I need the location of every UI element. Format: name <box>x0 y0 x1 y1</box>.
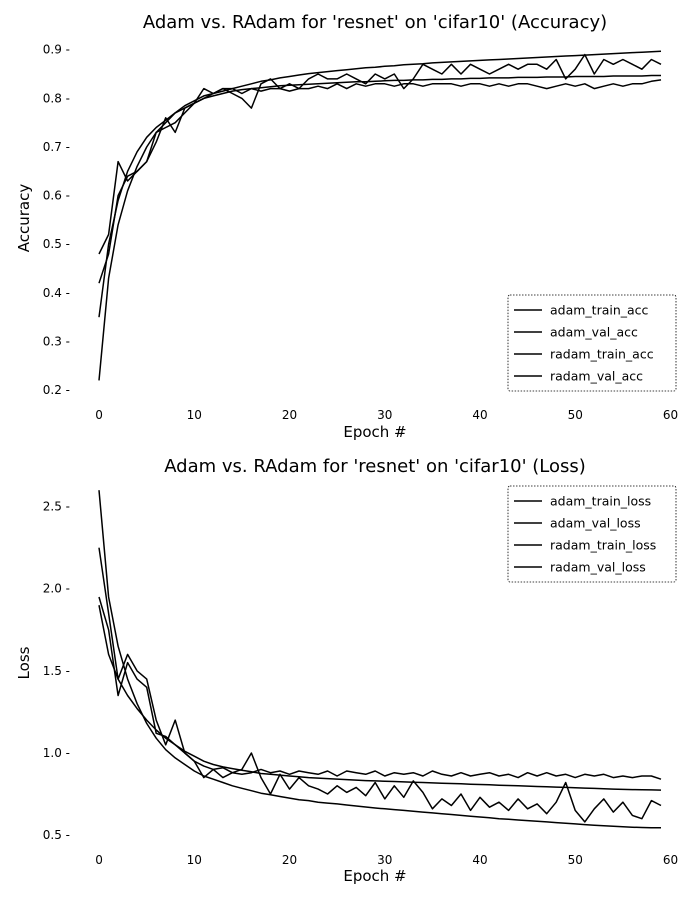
series-line-radam-val-loss <box>98 547 662 823</box>
legend-label: adam_val_acc <box>550 325 638 340</box>
accuracy-chart-lines <box>98 50 662 381</box>
legend-label: radam_train_loss <box>550 538 656 553</box>
series-line-radam-train-acc <box>98 50 662 381</box>
loss-chart: Adam vs. RAdam for 'resnet' on 'cifar10'… <box>15 456 678 885</box>
accuracy-chart: Adam vs. RAdam for 'resnet' on 'cifar10'… <box>15 12 678 441</box>
x-tick-label: 20 <box>282 408 297 422</box>
x-tick-label: 0 <box>95 853 103 867</box>
x-tick-label: 40 <box>472 408 487 422</box>
y-tick-label: 0.9 - <box>43 43 70 57</box>
x-tick-label: 30 <box>377 408 392 422</box>
x-tick-label: 10 <box>187 853 202 867</box>
x-tick-label: 50 <box>568 853 583 867</box>
loss-chart-lines <box>98 490 662 829</box>
y-tick-label: 0.7 - <box>43 140 70 154</box>
x-tick-label: 30 <box>377 853 392 867</box>
accuracy-chart-ticks: 0 10 20 30 40 50 60 0.2 - 0.3 - 0.4 - 0.5 - 0.6 - 0.… <box>43 43 678 422</box>
legend-frame <box>507 294 677 392</box>
y-tick-label: 0.8 - <box>43 91 70 105</box>
series-line-radam-val-acc <box>98 53 662 284</box>
accuracy-chart-title: Adam vs. RAdam for 'resnet' on 'cifar10'… <box>143 12 607 33</box>
x-tick-label: 60 <box>663 853 678 867</box>
loss-chart-xlabel: Epoch # <box>343 867 406 885</box>
y-tick-label: 0.5 - <box>43 828 70 842</box>
legend-label: radam_val_acc <box>550 369 643 384</box>
legend-label: radam_train_acc <box>550 347 654 362</box>
loss-chart-title: Adam vs. RAdam for 'resnet' on 'cifar10'… <box>164 456 586 477</box>
series-line-adam-train-loss <box>98 605 662 791</box>
legend-frame <box>507 485 677 583</box>
x-tick-label: 40 <box>472 853 487 867</box>
y-tick-label: 0.6 - <box>43 189 70 203</box>
y-tick-label: 0.5 - <box>43 237 70 251</box>
series-line-adam-val-loss <box>98 596 662 780</box>
y-tick-label: 2.0 - <box>43 582 70 596</box>
x-tick-label: 20 <box>282 853 297 867</box>
x-tick-label: 50 <box>568 408 583 422</box>
legend-label: adam_train_acc <box>550 303 649 318</box>
legend-label: radam_val_loss <box>550 560 646 575</box>
x-tick-label: 60 <box>663 408 678 422</box>
y-tick-label: 0.3 - <box>43 335 70 349</box>
y-tick-label: 1.5 - <box>43 664 70 678</box>
y-tick-label: 0.2 - <box>43 383 70 397</box>
x-tick-label: 0 <box>95 408 103 422</box>
loss-chart-legend: adam_train_loss adam_val_loss radam_train_… <box>507 485 677 583</box>
y-tick-label: 0.4 - <box>43 286 70 300</box>
legend-label: adam_val_loss <box>550 516 641 531</box>
accuracy-chart-ylabel: Accuracy <box>15 184 33 253</box>
y-tick-label: 2.5 - <box>43 500 70 514</box>
accuracy-chart-legend: adam_train_acc adam_val_acc radam_train_ac… <box>507 294 677 392</box>
loss-chart-ylabel: Loss <box>15 646 33 679</box>
series-line-radam-train-loss <box>98 490 661 829</box>
loss-chart-ticks: 0 10 20 30 40 50 60 0.5 - 1.0 - 1.5 - 2.0 - 2.5 - <box>43 500 678 867</box>
legend-label: adam_train_loss <box>550 494 651 509</box>
accuracy-chart-xlabel: Epoch # <box>343 423 406 441</box>
x-tick-label: 10 <box>187 408 202 422</box>
y-tick-label: 1.0 - <box>43 746 70 760</box>
